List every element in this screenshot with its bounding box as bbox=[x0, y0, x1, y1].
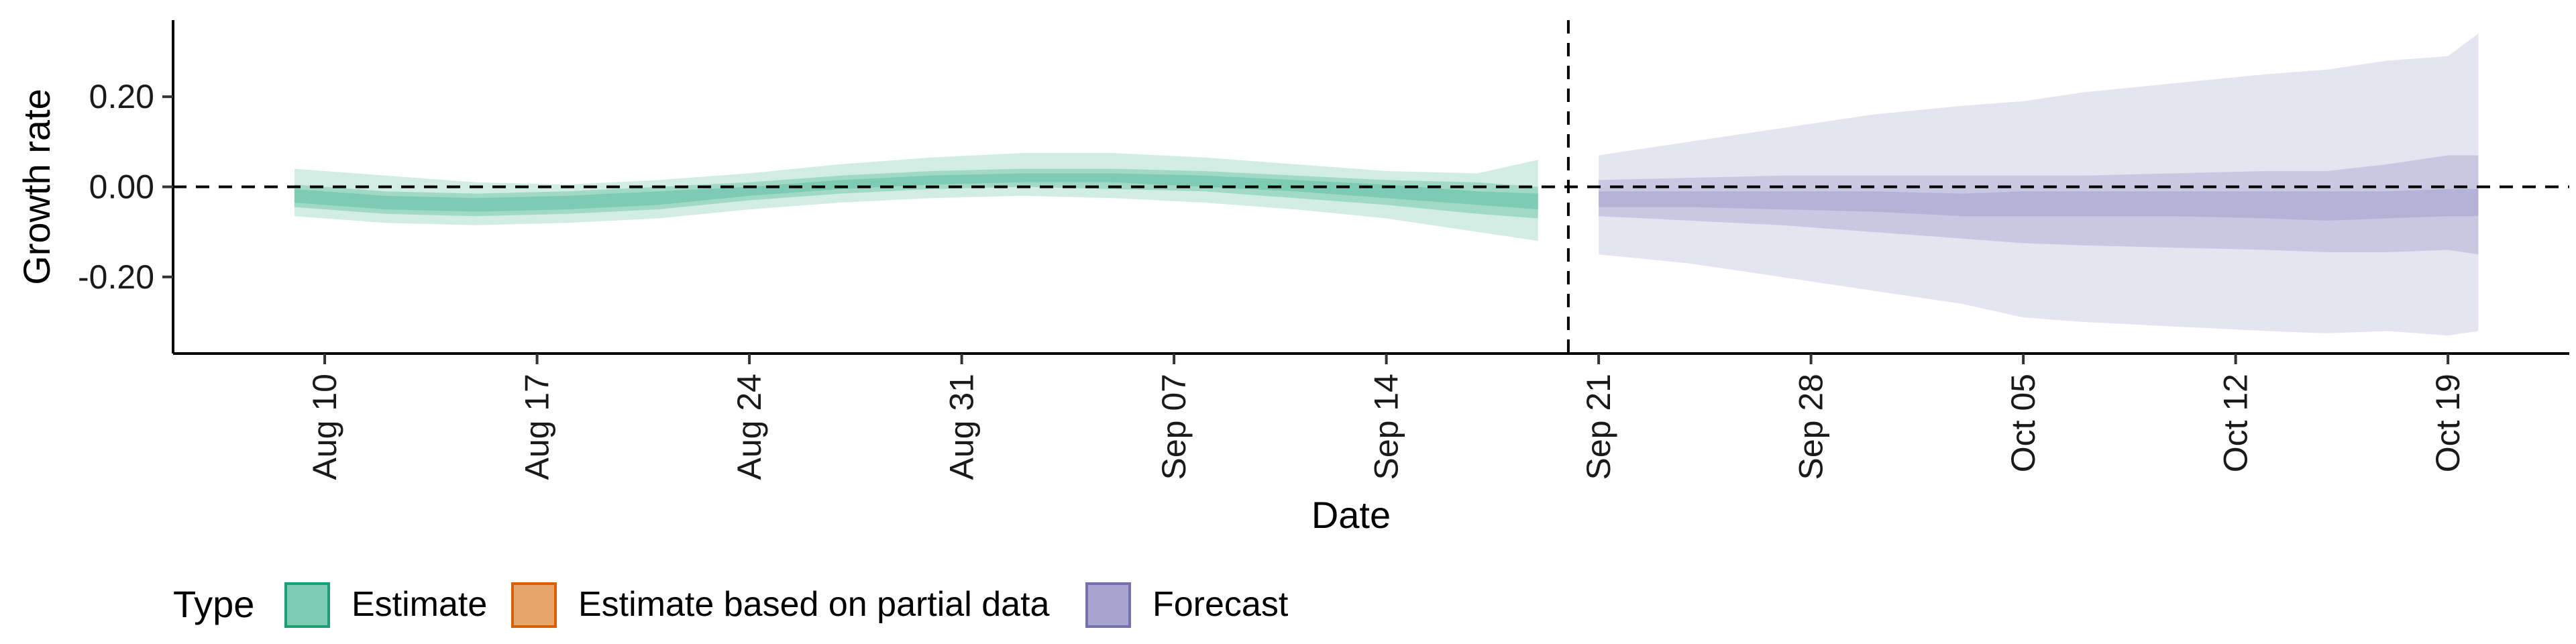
legend-swatch-estimate bbox=[284, 582, 330, 628]
x-tick-label: Aug 10 bbox=[306, 374, 343, 480]
x-tick-label: Sep 28 bbox=[1792, 374, 1830, 480]
plot-area: 0.20 0.00 -0.20 Aug 10 Aug 17 Aug 24 Aug 31 Se… bbox=[78, 20, 2569, 480]
legend: Type Estimate Estimate based on partial … bbox=[173, 582, 1289, 628]
forecast-band-90 bbox=[1599, 34, 2479, 336]
y-axis-title: Growth rate bbox=[15, 89, 58, 285]
legend-swatch-forecast bbox=[1085, 582, 1131, 628]
y-tick-label: 0.00 bbox=[89, 168, 154, 206]
x-tick-label: Oct 05 bbox=[2004, 374, 2042, 472]
x-tick-label: Oct 12 bbox=[2217, 374, 2255, 472]
forecast-band-20 bbox=[1599, 189, 2479, 221]
y-axis-ticks: 0.20 0.00 -0.20 bbox=[78, 78, 173, 296]
x-axis-ticks: Aug 10 Aug 17 Aug 24 Aug 31 Sep 07 Sep 14 Sep … bbox=[306, 354, 2467, 480]
x-tick-label: Aug 31 bbox=[943, 374, 981, 480]
estimate-band-90 bbox=[294, 153, 1538, 241]
y-tick-label: -0.20 bbox=[78, 258, 154, 296]
x-tick-label: Sep 07 bbox=[1155, 374, 1193, 480]
x-tick-label: Sep 14 bbox=[1368, 374, 1405, 480]
x-tick-label: Aug 24 bbox=[731, 374, 768, 480]
legend-label-forecast: Forecast bbox=[1152, 585, 1289, 624]
y-tick-label: 0.20 bbox=[89, 78, 154, 115]
legend-swatch-partial bbox=[511, 582, 557, 628]
ribbon-bands bbox=[294, 34, 2479, 336]
legend-label-partial: Estimate based on partial data bbox=[578, 585, 1050, 624]
x-tick-label: Sep 21 bbox=[1580, 374, 1617, 480]
x-tick-label: Oct 19 bbox=[2429, 374, 2467, 472]
estimate-band-20 bbox=[294, 173, 1538, 212]
legend-title: Type bbox=[173, 583, 254, 625]
legend-label-estimate: Estimate bbox=[352, 585, 487, 624]
x-axis-title: Date bbox=[1311, 494, 1391, 536]
x-tick-label: Aug 17 bbox=[519, 374, 556, 480]
